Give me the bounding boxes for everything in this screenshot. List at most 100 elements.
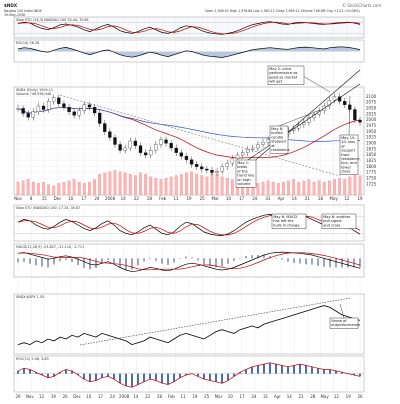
candle-up	[17, 108, 20, 109]
price-tick-label: 1850	[366, 152, 377, 157]
volume-bar	[287, 181, 290, 195]
volume-bar	[144, 174, 147, 195]
annotation-text: resistance	[271, 148, 290, 152]
volume-bar	[52, 186, 55, 195]
volume-bar	[32, 182, 35, 195]
roc-bar	[263, 364, 265, 374]
roc-bar	[209, 374, 211, 381]
volume-bar	[262, 182, 265, 195]
x-tick-label: 28	[318, 196, 324, 201]
x-tick-label-bottom: 28	[310, 394, 316, 399]
x-tick-label-bottom: 19	[192, 394, 198, 399]
chart-header: $NDX Nasdaq 100 Index INDX 30-May-2008 O…	[4, 3, 381, 17]
macd-histogram-bar	[281, 258, 283, 259]
price-tick-label: 1925	[366, 135, 377, 140]
x-tick-label: 24	[252, 196, 258, 201]
volume-bar	[338, 178, 341, 195]
volume-bar	[93, 179, 96, 195]
x-tick-label-bottom: 21	[298, 394, 304, 399]
macd-histogram-bar	[191, 257, 193, 258]
x-tick-label: Apr	[278, 196, 285, 201]
candle-up	[267, 140, 270, 142]
macd-histogram-bar	[173, 258, 175, 262]
x-tick-label-bottom: 10	[86, 394, 92, 399]
x-tick-label: 11	[173, 196, 179, 201]
volume-bar	[282, 182, 285, 195]
macd-histogram-bar	[29, 258, 31, 263]
volume-bar	[22, 181, 25, 195]
x-tick-label: 19	[186, 196, 192, 201]
annotation-text: outperformance	[331, 323, 361, 327]
roc-bar	[215, 374, 217, 382]
macd-histogram-bar	[179, 258, 181, 259]
x-tick-label: 24	[94, 196, 100, 201]
x-tick-label: Nov	[14, 196, 22, 201]
x-tick-label: 14	[121, 196, 127, 201]
volume-bar	[292, 179, 295, 195]
roc-bar	[161, 374, 163, 384]
x-tick-label-bottom: 17	[240, 394, 246, 399]
price-tick-label: 2050	[366, 106, 377, 111]
volume-bar	[17, 182, 20, 195]
candle-down	[175, 148, 178, 153]
macd-histogram-bar	[119, 258, 121, 267]
macd-histogram-bar	[233, 258, 235, 260]
volume-bar	[78, 182, 81, 195]
candle-down	[68, 107, 71, 112]
volume-bar	[277, 183, 280, 195]
macd-histogram-bar	[221, 258, 223, 266]
candle-up	[226, 163, 229, 167]
roc-bar	[107, 374, 109, 377]
volume-bar	[333, 179, 336, 195]
annotation-text: will get	[269, 80, 283, 84]
date-line: 30-May-2008	[4, 13, 25, 17]
candle-down	[170, 143, 173, 148]
volume-bar	[124, 173, 127, 195]
volume-bar	[211, 173, 214, 195]
x-tick-label-bottom: 22	[145, 394, 151, 399]
candle-down	[113, 138, 116, 145]
x-tick-label-bottom: Apr	[274, 394, 281, 399]
roc-bar	[269, 363, 271, 374]
candle-down	[343, 101, 346, 105]
roc-bar	[287, 367, 289, 374]
x-tick-label-bottom: 10	[228, 394, 234, 399]
price-tick-label: 2075	[366, 100, 377, 105]
stoch-top-label: Slow STO (14,3) NASDAQ 100 78.44, 70.61	[16, 18, 89, 22]
candle-up	[32, 112, 35, 117]
candle-up	[251, 148, 254, 149]
volume-bar	[313, 182, 316, 195]
price-tick-label: 1725	[366, 181, 377, 186]
candle-down	[27, 113, 30, 117]
candle-up	[37, 106, 40, 112]
x-tick-label: 19	[357, 196, 363, 201]
candle-down	[42, 106, 45, 110]
roc-bar	[17, 371, 19, 374]
macd-histogram-bar	[305, 258, 307, 264]
x-tick-label-bottom: Nov	[26, 394, 34, 399]
roc-bar	[227, 374, 229, 381]
roc-bar	[293, 365, 295, 373]
macd-histogram-bar	[275, 258, 277, 259]
roc-bar	[143, 374, 145, 382]
annotation-text: bulls in charge	[273, 223, 300, 227]
volume-bar	[297, 182, 300, 195]
candle-down	[108, 132, 111, 138]
roc-bar	[119, 374, 121, 384]
x-tick-label-bottom: 12	[39, 394, 45, 399]
annotation-text: close	[341, 170, 351, 174]
volume-bar	[68, 181, 71, 195]
volume-bar	[155, 178, 158, 195]
ratio-label: $NDX:$SPX 1.53	[16, 295, 44, 299]
macd-histogram-bar	[47, 258, 49, 267]
macd-histogram-bar	[197, 258, 199, 260]
price-tick-label: 1825	[366, 158, 377, 163]
macd-histogram-bar	[65, 258, 67, 260]
volume-bar	[195, 174, 198, 195]
macd-histogram-bar	[41, 258, 43, 266]
volume-bar	[185, 173, 188, 195]
volume-bar	[206, 177, 209, 195]
macd-histogram-bar	[23, 258, 25, 262]
